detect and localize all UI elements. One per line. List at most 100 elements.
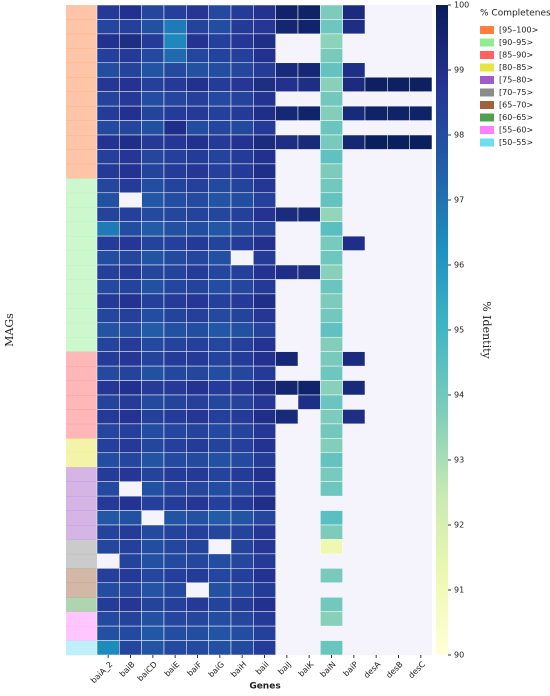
completeness-band <box>66 135 97 150</box>
heat-cell <box>297 380 321 396</box>
heat-cell <box>141 62 165 78</box>
completeness-band <box>66 525 97 540</box>
heat-cell <box>230 48 254 64</box>
heat-cell <box>119 308 142 324</box>
heat-cell <box>163 293 187 309</box>
heat-cell <box>186 264 209 280</box>
legend-swatch <box>480 76 494 84</box>
heat-cell <box>342 380 366 396</box>
heat-cell <box>186 380 209 396</box>
completeness-band <box>66 395 97 410</box>
colorbar-tick-label: 94 <box>454 391 464 400</box>
heat-cell <box>119 495 142 511</box>
heat-cell <box>253 250 276 266</box>
heat-cell <box>230 394 254 410</box>
heat-cell <box>230 423 254 439</box>
heat-cell <box>320 279 343 295</box>
completeness-band <box>66 366 97 381</box>
completeness-band <box>66 236 97 251</box>
heat-cell <box>163 438 187 454</box>
heat-cell <box>230 452 254 468</box>
heat-cell <box>96 394 120 410</box>
heat-cell <box>96 625 120 641</box>
heat-cell <box>119 568 142 584</box>
heat-cell <box>409 105 433 121</box>
completeness-band <box>66 178 97 194</box>
heat-cell <box>275 380 299 396</box>
completeness-band <box>66 322 97 338</box>
heat-cell <box>119 264 142 280</box>
heat-cell <box>163 76 187 92</box>
heat-cell <box>163 105 187 121</box>
heat-cell <box>163 19 187 35</box>
heat-cell <box>253 466 276 482</box>
heat-cell <box>253 235 276 251</box>
heat-cell <box>320 206 343 222</box>
heat-cell <box>141 568 165 584</box>
heat-cell <box>208 495 232 511</box>
heat-cell <box>253 134 276 150</box>
x-tick-label: baiG <box>207 660 226 679</box>
heat-cell <box>253 76 276 92</box>
heat-cell <box>253 394 276 410</box>
heat-cell <box>208 365 232 381</box>
completeness-band <box>66 308 97 324</box>
heat-cell <box>119 640 142 656</box>
heat-cell <box>320 409 343 425</box>
heat-cell <box>163 539 187 555</box>
heat-cell <box>253 163 276 179</box>
heat-cell <box>163 250 187 266</box>
heat-cell <box>96 582 120 598</box>
heat-cell <box>253 48 276 64</box>
heat-cell <box>208 91 232 107</box>
heat-cell <box>230 438 254 454</box>
heat-cell <box>320 308 343 324</box>
heat-cell <box>96 322 120 338</box>
x-tick-label: baiB <box>118 660 137 679</box>
heat-cell <box>230 640 254 656</box>
heat-cell <box>230 466 254 482</box>
colorbar-tick-label: 98 <box>454 131 464 140</box>
heat-cell <box>409 134 433 150</box>
heat-cell <box>208 409 232 425</box>
heat-cell <box>253 221 276 237</box>
heat-cell <box>163 264 187 280</box>
heat-cell <box>230 149 254 165</box>
heat-cell <box>163 149 187 165</box>
heat-cell <box>186 611 209 627</box>
legend-label: [55–60> <box>499 126 533 135</box>
heat-cell <box>208 596 232 612</box>
heat-cell <box>141 250 165 266</box>
heat-cell <box>186 206 209 222</box>
completeness-band <box>66 293 97 309</box>
heat-cell <box>253 105 276 121</box>
heat-cell <box>253 336 276 352</box>
heat-cell <box>186 596 209 612</box>
heat-cell <box>119 105 142 121</box>
heat-cell <box>253 423 276 439</box>
completeness-band <box>66 192 97 208</box>
heat-cell <box>141 452 165 468</box>
heat-cell <box>186 76 209 92</box>
heat-cell <box>320 611 343 627</box>
heat-cell <box>96 221 120 237</box>
heat-cell <box>275 351 299 367</box>
heat-cell <box>230 33 254 49</box>
x-tick-label: baiA_2 <box>89 660 114 685</box>
heat-cell <box>119 351 142 367</box>
heat-cell <box>230 596 254 612</box>
heat-cell <box>163 582 187 598</box>
heat-cell <box>141 524 165 540</box>
heat-cell <box>96 539 120 555</box>
heat-cell <box>141 625 165 641</box>
heat-cell <box>186 351 209 367</box>
heat-cell <box>409 76 433 92</box>
completeness-band <box>66 467 97 482</box>
heat-cell <box>186 524 209 540</box>
heat-cell <box>96 611 120 627</box>
heat-cell <box>119 322 142 338</box>
completeness-band <box>66 380 97 396</box>
heat-cell <box>230 495 254 511</box>
colorbar-tick-label: 97 <box>454 196 464 205</box>
heat-cell <box>208 394 232 410</box>
